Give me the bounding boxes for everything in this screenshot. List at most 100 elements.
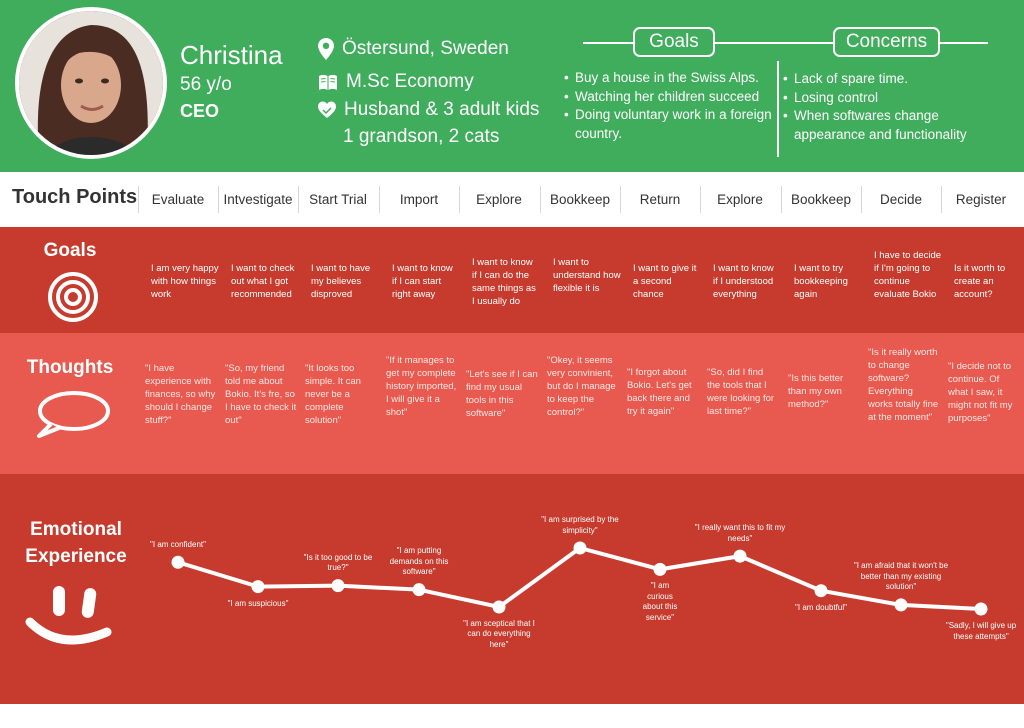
- goal-cell: I want to understand how flexible it is: [553, 257, 621, 294]
- touch-point-separator: [540, 186, 541, 213]
- touch-point: Return: [639, 192, 681, 207]
- thought-cell: "I have experience with finances, so why…: [145, 363, 216, 426]
- persona-family-extra: 1 grandson, 2 cats: [343, 126, 500, 147]
- thought-cell: "Okey, it seems very convinient, but do …: [547, 355, 616, 418]
- touch-point: Bookkeep: [790, 192, 852, 207]
- thought-cell: "I forgot about Bokio. Let's get back th…: [627, 367, 692, 417]
- book-icon: [319, 74, 337, 90]
- emotion-point: [251, 580, 265, 594]
- goal-item: Doing voluntary work in a foreign countr…: [564, 106, 776, 143]
- concerns-rule-right: [940, 42, 988, 44]
- touch-point: Start Trial: [309, 192, 367, 207]
- goal-cell: Is it worth to create an account?: [954, 263, 1006, 300]
- goal-cell: I want to give it a second chance: [633, 263, 697, 300]
- thoughts-row-title: Thoughts: [26, 357, 114, 378]
- location-pin-icon: [318, 38, 334, 60]
- emotion-points: [171, 541, 988, 616]
- emotion-point: [573, 541, 587, 555]
- concern-item: When softwares change appearance and fun…: [783, 107, 983, 144]
- touch-point: Import: [399, 192, 439, 207]
- emotion-label: "I am suspicious": [227, 598, 289, 608]
- emotion-label: "Sadly, I will give up these attempts": [945, 621, 1017, 641]
- goal-item: Watching her children succeed: [564, 88, 776, 107]
- touch-point-separator: [781, 186, 782, 213]
- goal-item: Buy a house in the Swiss Alps.: [564, 69, 776, 88]
- touch-point: Evaluate: [151, 192, 205, 207]
- thought-cell: "So, my friend told me about Bokio. It's…: [225, 363, 297, 426]
- concern-item: Losing control: [783, 89, 983, 108]
- emotion-point: [974, 602, 988, 616]
- emotion-label: "I am surprised by the simplicity": [541, 515, 619, 535]
- thought-cell: "Is this better than my own method?": [788, 373, 844, 410]
- persona-location: Östersund, Sweden: [318, 38, 509, 60]
- emotion-point: [653, 562, 667, 576]
- persona-header: Christina 56 y/o CEO Östersund, Sweden M…: [0, 0, 1024, 172]
- goals-row-title: Goals: [43, 240, 97, 261]
- touch-point: Bookkeep: [549, 192, 611, 207]
- emotion-point: [331, 579, 345, 593]
- goals-rule-left: [583, 42, 633, 44]
- emotion-point: [814, 584, 828, 598]
- touch-point: Explore: [717, 192, 763, 207]
- persona-age: 56 y/o: [180, 74, 232, 95]
- touch-point-separator: [459, 186, 460, 213]
- heart-icon: [318, 101, 336, 118]
- education-text: M.Sc Economy: [346, 71, 474, 92]
- goal-cell: I want to know if I understood everythin…: [713, 263, 774, 300]
- persona-education: M.Sc Economy: [318, 71, 474, 93]
- thoughts-band: [0, 333, 1024, 474]
- touch-point-separator: [218, 186, 219, 213]
- emotion-point: [171, 555, 185, 569]
- goal-cell: I want to check out what I got recommend…: [231, 263, 295, 300]
- emotion-label: "I really want this to fit my needs": [694, 523, 786, 543]
- touch-point: Decide: [879, 192, 923, 207]
- goal-cell: I have to decide if I'm going to continu…: [874, 250, 942, 300]
- goal-cell: I am very happy with how things work: [151, 263, 219, 300]
- target-icon: [48, 272, 98, 322]
- section-rule-middle: [715, 42, 833, 44]
- thought-cell: "Is it really worth to change software? …: [868, 347, 939, 423]
- emotion-band: [0, 474, 1024, 704]
- touch-point-separator: [620, 186, 621, 213]
- touch-point-separator: [379, 186, 380, 213]
- thought-cell: "So, did I find the tools that I were lo…: [707, 367, 775, 417]
- concern-item: Lack of spare time.: [783, 70, 983, 89]
- section-divider: [777, 61, 779, 157]
- persona-role: CEO: [180, 101, 220, 121]
- goal-cell: I want to have my believes disproved: [311, 263, 371, 300]
- thought-cell: "Let's see if I can find my usual tools …: [466, 369, 538, 419]
- thought-cell: "It looks too simple. It can never be a …: [305, 363, 361, 426]
- emotion-row-title: Emotional Experience: [25, 519, 127, 567]
- touch-point: Register: [955, 192, 1007, 207]
- emotion-label: "I am doubtful": [795, 602, 847, 612]
- touch-points-bar: [0, 172, 1024, 227]
- touch-point: Explore: [476, 192, 522, 207]
- avatar: [15, 7, 167, 159]
- goals-list: Buy a house in the Swiss Alps. Watching …: [564, 69, 776, 143]
- concerns-list: Lack of spare time. Losing control When …: [783, 70, 983, 144]
- touch-point-separator: [298, 186, 299, 213]
- goals-band: [0, 227, 1024, 333]
- emotion-point: [894, 598, 908, 612]
- emotion-label: "I am curious about this service": [642, 581, 678, 622]
- touch-point-separator: [700, 186, 701, 213]
- touch-point-separator: [138, 186, 139, 213]
- persona-name: Christina: [180, 40, 283, 70]
- goals-section-title: Goals: [633, 27, 715, 57]
- goal-cell: I want to know if I can do the same thin…: [472, 257, 536, 307]
- emotion-label: "I am putting demands on this software": [389, 546, 449, 577]
- emotion-label: "I am sceptical that I can do everything…: [463, 618, 535, 649]
- emotion-point: [412, 583, 426, 597]
- smiley-icon: [25, 586, 112, 645]
- emotion-label: "I am confident": [150, 539, 206, 549]
- persona-family: Husband & 3 adult kids: [318, 99, 539, 121]
- touch-points-title: Touch Points: [12, 186, 138, 208]
- touch-point-separator: [861, 186, 862, 213]
- touch-point-separator: [941, 186, 942, 213]
- emotion-label: "Is it too good to be true?": [303, 552, 373, 573]
- goal-cell: I want to try bookkeeping again: [794, 263, 848, 300]
- touch-point: Intvestigate: [223, 192, 293, 207]
- emotion-point: [492, 600, 506, 614]
- concerns-section-title: Concerns: [833, 27, 940, 57]
- family-text: Husband & 3 adult kids: [344, 99, 540, 120]
